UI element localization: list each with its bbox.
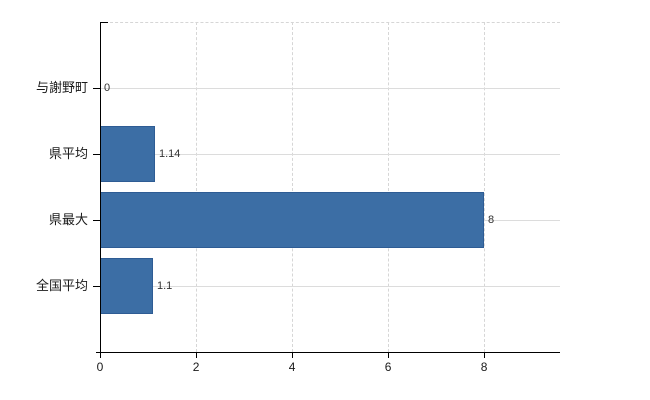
y-axis-tick <box>93 220 100 221</box>
x-gridline <box>292 22 294 352</box>
category-label: 全国平均 <box>35 278 88 293</box>
category-label: 県平均 <box>48 146 88 161</box>
x-gridline <box>484 22 486 352</box>
y-axis-tick <box>93 88 100 89</box>
bar <box>100 126 155 182</box>
y-axis-top-cap <box>100 22 108 23</box>
x-tick-label: 8 <box>480 360 488 374</box>
x-gridline <box>388 22 390 352</box>
y-gridline <box>100 286 560 287</box>
x-tick-label: 4 <box>288 360 296 374</box>
x-tick-label: 2 <box>192 360 200 374</box>
x-gridline <box>196 22 198 352</box>
y-axis-tick <box>93 286 100 287</box>
bar-value-label: 0 <box>104 82 111 94</box>
x-axis-tick <box>484 352 486 358</box>
y-gridline <box>100 154 560 155</box>
y-axis-line <box>100 22 101 358</box>
bar-value-label: 1.14 <box>159 148 181 160</box>
x-tick-label: 0 <box>96 360 104 374</box>
x-axis-tick <box>196 352 198 358</box>
y-axis-tick <box>93 154 100 155</box>
bar-value-label: 1.1 <box>157 280 173 292</box>
category-label: 県最大 <box>48 212 88 227</box>
x-axis-tick <box>388 352 390 358</box>
bar <box>100 192 484 248</box>
x-tick-label: 6 <box>384 360 392 374</box>
plot-top-border <box>100 22 560 23</box>
x-axis-line <box>96 352 560 353</box>
bar-value-label: 8 <box>488 214 495 226</box>
bar <box>100 258 153 314</box>
x-axis-tick <box>292 352 294 358</box>
category-label: 与謝野町 <box>35 80 88 95</box>
y-gridline <box>100 88 560 89</box>
x-axis-tick <box>100 352 101 358</box>
